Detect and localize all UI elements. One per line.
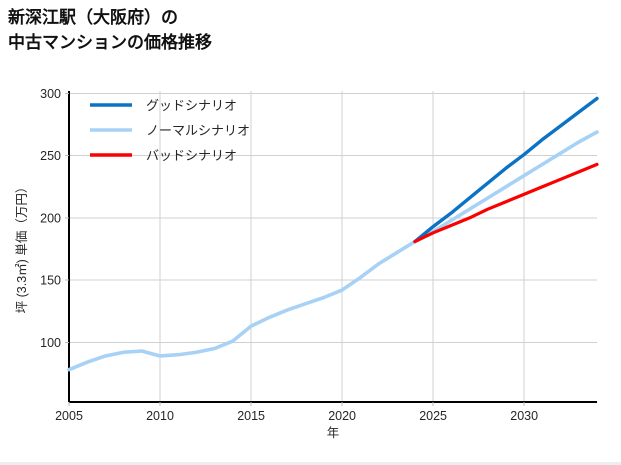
y-tick-labels: 100 150 200 250 300 — [40, 87, 61, 350]
y-tick-label: 250 — [40, 149, 61, 163]
legend-label: ノーマルシナリオ — [146, 123, 250, 138]
title-line-2: 中古マンションの価格推移 — [8, 32, 212, 52]
x-tick-label: 2025 — [419, 409, 447, 423]
y-tick-label: 150 — [40, 274, 61, 288]
page-title: 新深江駅（大阪府）の 中古マンションの価格推移 — [8, 6, 468, 55]
title-line-1: 新深江駅（大阪府）の — [8, 8, 178, 27]
x-tick-labels: 2005 2010 2015 2020 2025 2030 — [55, 409, 538, 423]
y-tick-label: 100 — [40, 336, 61, 350]
x-gridlines — [159, 91, 525, 402]
series-lines — [67, 96, 599, 372]
y-tick-label: 200 — [40, 211, 61, 225]
x-axis-title: 年 — [327, 426, 340, 440]
x-tick-label: 2030 — [510, 409, 538, 423]
gridlines — [69, 93, 597, 343]
x-tick-marks — [68, 402, 525, 406]
x-tick-label: 2010 — [146, 409, 174, 423]
legend-label: バッドシナリオ — [146, 148, 237, 163]
series-line — [413, 96, 599, 244]
series-line — [413, 162, 599, 244]
y-tick-label: 300 — [40, 87, 61, 101]
bottom-divider — [0, 462, 621, 465]
x-tick-label: 2005 — [55, 409, 83, 423]
x-tick-label: 2015 — [237, 409, 265, 423]
x-tick-label: 2020 — [328, 409, 356, 423]
legend-label: グッドシナリオ — [146, 98, 237, 113]
y-axis-title: 坪 (3.3㎡) 単価（万円） — [15, 181, 29, 314]
y-tick-marks — [65, 93, 69, 343]
series-line — [67, 130, 599, 372]
